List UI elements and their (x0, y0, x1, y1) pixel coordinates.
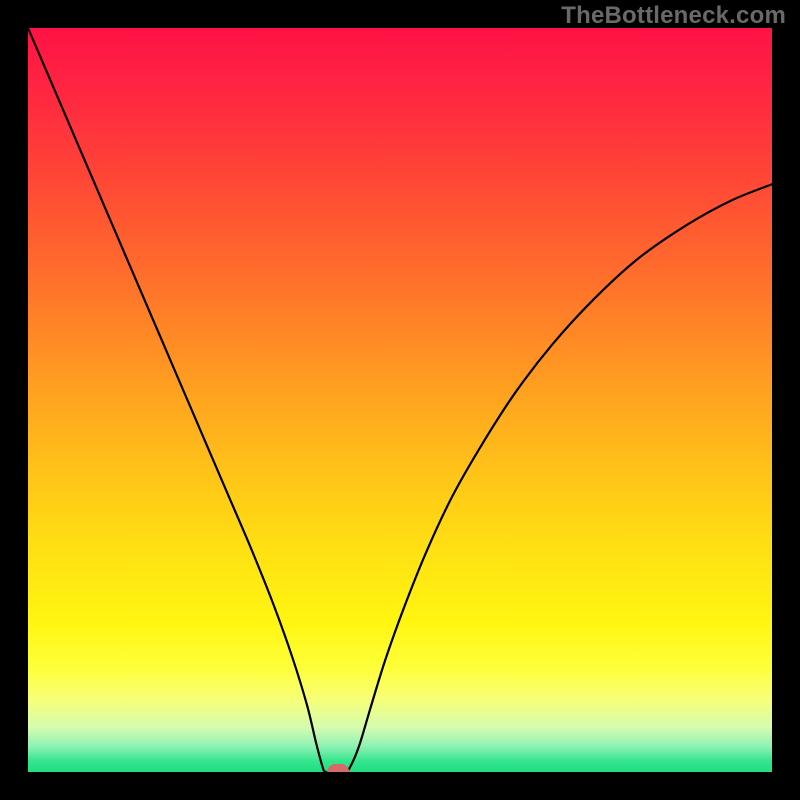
gradient-background (28, 28, 772, 772)
watermark-text: TheBottleneck.com (561, 2, 786, 30)
plot-area (28, 28, 772, 772)
bottleneck-curve-chart (28, 28, 772, 772)
chart-frame: TheBottleneck.com (0, 0, 800, 800)
